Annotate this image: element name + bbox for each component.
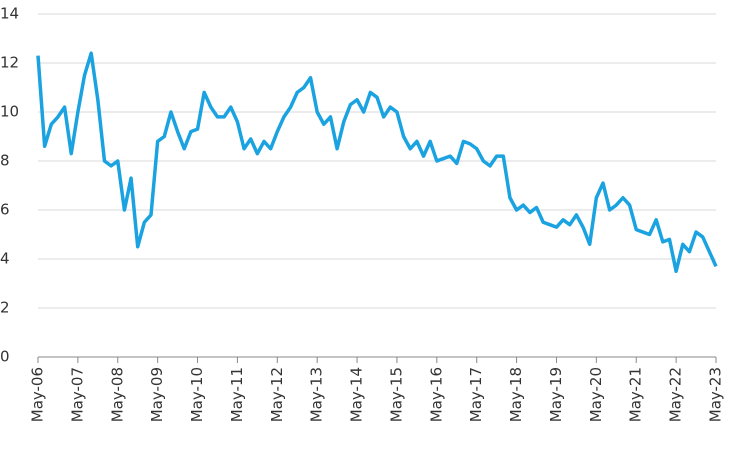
- x-tick-label: May-19: [547, 367, 565, 422]
- data-line: [36, 51, 718, 273]
- x-tick-label: May-12: [268, 367, 286, 422]
- x-tick-label: May-11: [228, 367, 246, 422]
- x-tick-label: May-06: [29, 367, 47, 422]
- x-tick-label: May-15: [387, 367, 405, 422]
- x-tick-label: May-22: [667, 367, 685, 422]
- y-tick-label: 6: [0, 201, 10, 219]
- y-tick-label: 0: [0, 348, 10, 366]
- x-tick-label: May-13: [308, 367, 326, 422]
- x-tick-label: May-09: [148, 367, 166, 422]
- x-tick-label: May-08: [108, 367, 126, 422]
- x-tick-label: May-14: [348, 367, 366, 422]
- x-tick-label: May-21: [627, 367, 645, 422]
- x-tick-label: May-23: [707, 367, 725, 422]
- x-tick-label: May-20: [587, 367, 605, 422]
- y-tick-label: 4: [0, 250, 10, 268]
- x-tick-label: May-16: [427, 367, 445, 422]
- y-tick-label: 2: [0, 299, 10, 317]
- x-tick-label: May-17: [467, 367, 485, 422]
- x-tick-label: May-07: [68, 367, 86, 422]
- y-tick-label: 8: [0, 152, 10, 170]
- x-tick-label: May-18: [507, 367, 525, 422]
- y-tick-label: 10: [0, 103, 19, 121]
- y-tick-label: 12: [0, 54, 19, 72]
- x-tick-label: May-10: [188, 367, 206, 422]
- y-tick-label: 14: [0, 5, 19, 23]
